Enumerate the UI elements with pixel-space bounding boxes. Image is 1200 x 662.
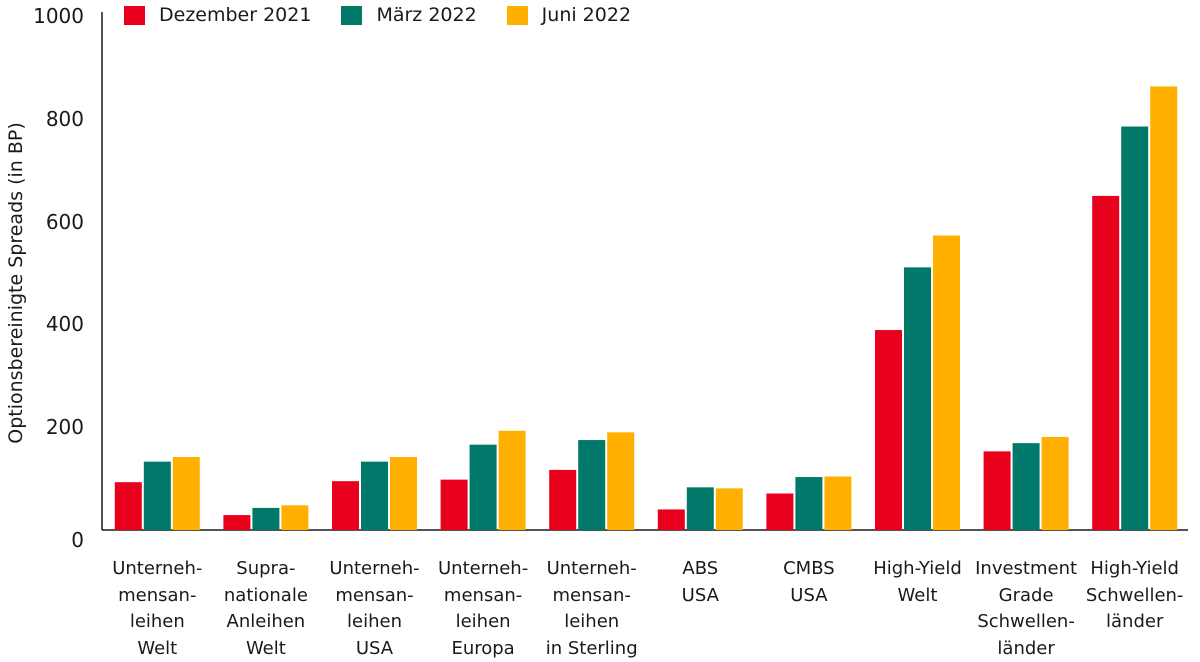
x-tick-label-line: USA — [644, 583, 756, 610]
bar-dezember-2021 — [1092, 196, 1119, 530]
bar-juni-2022 — [607, 432, 634, 530]
x-tick-label-line: Supra- — [210, 556, 322, 583]
bar-m-rz-2022 — [578, 440, 605, 530]
bar-juni-2022 — [716, 488, 743, 530]
x-tick-label-line: Unterneh- — [101, 556, 213, 583]
x-tick-label-line: CMBS — [753, 556, 865, 583]
x-tick-label-line: ABS — [644, 556, 756, 583]
y-tick-label: 400 — [0, 312, 84, 336]
x-tick-label-line: mensan- — [319, 583, 431, 610]
legend-label: Juni 2022 — [542, 4, 631, 26]
x-tick-label-line: Welt — [210, 636, 322, 662]
legend-swatch — [341, 6, 362, 25]
bar-m-rz-2022 — [470, 445, 497, 530]
x-tick-label-line: USA — [319, 636, 431, 662]
x-tick-label-line: mensan- — [427, 583, 539, 610]
y-tick-label: 1000 — [0, 4, 84, 28]
x-tick-label-line: in Sterling — [536, 636, 648, 662]
bar-juni-2022 — [173, 457, 200, 530]
bar-juni-2022 — [933, 235, 960, 530]
bar-dezember-2021 — [223, 515, 250, 530]
legend-item-juni-2022: Juni 2022 — [507, 4, 631, 26]
bar-juni-2022 — [281, 505, 308, 530]
y-tick-label: 200 — [0, 415, 84, 439]
x-tick-label-line: Grade — [970, 583, 1082, 610]
x-tick-label-line: High-Yield — [862, 556, 974, 583]
legend: Dezember 2021 März 2022 Juni 2022 — [124, 4, 661, 26]
x-tick-label-line: leihen — [319, 609, 431, 636]
y-tick-label: 600 — [0, 210, 84, 234]
legend-label: Dezember 2021 — [159, 4, 311, 26]
bar-m-rz-2022 — [144, 462, 171, 530]
x-tick-label-line: Unterneh- — [427, 556, 539, 583]
x-tick-label-line: USA — [753, 583, 865, 610]
bar-juni-2022 — [1150, 86, 1177, 530]
bar-m-rz-2022 — [795, 477, 822, 530]
x-tick-label-line: Unterneh- — [319, 556, 431, 583]
x-tick-label-line: High-Yield — [1079, 556, 1191, 583]
bar-juni-2022 — [499, 431, 526, 530]
x-tick-label-line: mensan- — [536, 583, 648, 610]
bar-juni-2022 — [824, 477, 851, 530]
y-axis-label: Optionsbereinigte Spreads (in BP) — [5, 122, 27, 444]
x-tick-label-line: nationale — [210, 583, 322, 610]
bar-dezember-2021 — [658, 509, 685, 530]
x-tick-label-line: länder — [970, 636, 1082, 662]
bar-m-rz-2022 — [361, 462, 388, 530]
x-tick-label-line: Unterneh- — [536, 556, 648, 583]
bar-m-rz-2022 — [1121, 127, 1148, 530]
x-tick-label-line: mensan- — [101, 583, 213, 610]
bars — [115, 86, 1177, 530]
x-tick-label-line: Schwellen- — [970, 609, 1082, 636]
y-tick-label: 0 — [0, 528, 84, 552]
legend-swatch — [124, 6, 145, 25]
x-tick-label-line: Anleihen — [210, 609, 322, 636]
bar-m-rz-2022 — [904, 267, 931, 530]
bar-m-rz-2022 — [1013, 443, 1040, 530]
legend-item-m-rz-2022: März 2022 — [341, 4, 476, 26]
x-tick-label-line: Investment — [970, 556, 1082, 583]
bar-dezember-2021 — [441, 480, 468, 530]
x-tick-label-line: leihen — [427, 609, 539, 636]
x-tick-label-line: länder — [1079, 609, 1191, 636]
bar-dezember-2021 — [875, 330, 902, 530]
legend-swatch — [507, 6, 528, 25]
bar-dezember-2021 — [766, 494, 793, 530]
bar-dezember-2021 — [332, 481, 359, 530]
bar-juni-2022 — [1042, 437, 1069, 530]
bar-juni-2022 — [390, 457, 417, 530]
x-tick-label-line: Welt — [862, 583, 974, 610]
bar-dezember-2021 — [984, 451, 1011, 530]
bar-dezember-2021 — [115, 482, 142, 530]
legend-item-dezember-2021: Dezember 2021 — [124, 4, 311, 26]
bar-m-rz-2022 — [252, 508, 279, 530]
x-tick-label-line: Schwellen- — [1079, 583, 1191, 610]
x-tick-label-line: leihen — [101, 609, 213, 636]
legend-label: März 2022 — [376, 4, 476, 26]
x-tick-label-line: leihen — [536, 609, 648, 636]
x-tick-label-line: Europa — [427, 636, 539, 662]
x-tick-label-line: Welt — [101, 636, 213, 662]
bar-m-rz-2022 — [687, 487, 714, 530]
y-tick-label: 800 — [0, 107, 84, 131]
bar-dezember-2021 — [549, 470, 576, 530]
